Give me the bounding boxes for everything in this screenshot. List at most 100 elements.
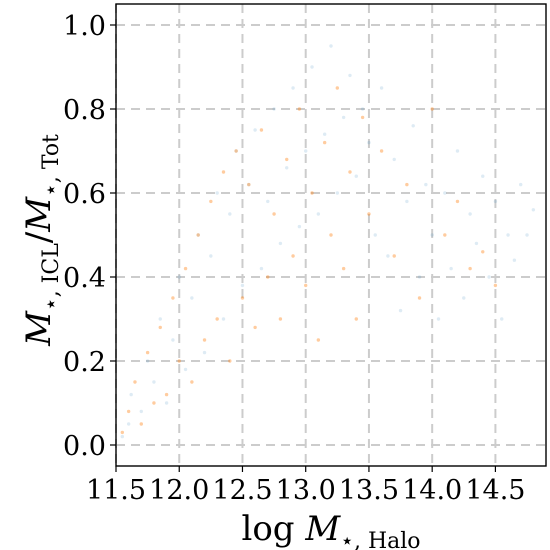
data-point <box>380 86 383 89</box>
data-point <box>298 225 301 228</box>
data-point <box>380 149 383 152</box>
x-tick-label-1: 12.0 <box>149 475 209 506</box>
y-tick-label-4: 0.8 <box>63 95 106 126</box>
y-tick-label-5: 1.0 <box>63 11 106 42</box>
data-point <box>500 317 503 320</box>
data-point <box>266 275 269 278</box>
x-tick-label-3: 13.0 <box>276 475 336 506</box>
data-point <box>342 116 345 119</box>
data-point <box>140 410 143 413</box>
data-point <box>519 183 522 186</box>
y-tick-label-2: 0.4 <box>63 263 106 294</box>
data-point <box>190 296 193 299</box>
data-point <box>285 158 288 161</box>
data-point <box>532 208 535 211</box>
data-point <box>228 212 231 215</box>
data-point <box>506 233 509 236</box>
data-point <box>222 317 225 320</box>
data-point <box>215 317 218 320</box>
data-point <box>336 86 339 89</box>
data-point <box>253 326 256 329</box>
data-point <box>443 233 446 236</box>
data-point <box>291 254 294 257</box>
data-point <box>361 107 364 110</box>
data-point <box>190 380 193 383</box>
data-point <box>146 351 149 354</box>
data-point <box>418 275 421 278</box>
data-point <box>494 284 497 287</box>
data-point <box>323 141 326 144</box>
data-point <box>336 191 339 194</box>
data-point <box>323 133 326 136</box>
data-point <box>165 393 168 396</box>
data-point <box>222 170 225 173</box>
data-point <box>355 175 358 178</box>
data-point <box>291 86 294 89</box>
data-point <box>159 326 162 329</box>
data-point <box>228 359 231 362</box>
data-point <box>310 191 313 194</box>
data-point <box>127 422 130 425</box>
x-tick-label-5: 14.0 <box>402 475 462 506</box>
data-point <box>487 275 490 278</box>
data-point <box>279 242 282 245</box>
data-point <box>456 149 459 152</box>
data-point <box>367 141 370 144</box>
data-point <box>253 128 256 131</box>
data-point <box>393 158 396 161</box>
data-point <box>386 254 389 257</box>
data-point <box>342 267 345 270</box>
data-point <box>184 267 187 270</box>
data-point <box>209 200 212 203</box>
data-point <box>405 200 408 203</box>
data-point <box>285 166 288 169</box>
data-point <box>304 284 307 287</box>
data-point <box>348 170 351 173</box>
data-point <box>456 200 459 203</box>
data-point <box>367 212 370 215</box>
data-point <box>298 107 301 110</box>
data-point <box>171 296 174 299</box>
data-point <box>513 259 516 262</box>
data-point <box>203 351 206 354</box>
y-tick-label-0: 0.0 <box>63 431 106 462</box>
data-point <box>481 250 484 253</box>
data-point <box>329 44 332 47</box>
data-point <box>348 74 351 77</box>
data-point <box>184 368 187 371</box>
data-point <box>260 128 263 131</box>
data-point <box>329 233 332 236</box>
data-point <box>279 317 282 320</box>
data-point <box>241 296 244 299</box>
data-point <box>215 191 218 194</box>
data-point <box>121 431 124 434</box>
data-point <box>129 393 132 396</box>
data-point <box>430 233 433 236</box>
data-point <box>399 309 402 312</box>
data-point <box>525 233 528 236</box>
data-point <box>355 317 358 320</box>
data-point <box>405 183 408 186</box>
data-point <box>462 296 465 299</box>
data-point <box>152 401 155 404</box>
data-point <box>374 233 377 236</box>
data-point <box>203 338 206 341</box>
data-point <box>317 338 320 341</box>
data-point <box>178 359 181 362</box>
data-point <box>481 175 484 178</box>
data-point <box>361 116 364 119</box>
data-point <box>165 401 168 404</box>
data-point <box>159 317 162 320</box>
data-point <box>152 380 155 383</box>
data-point <box>317 212 320 215</box>
x-tick-label-4: 13.5 <box>339 475 399 506</box>
data-point <box>178 275 181 278</box>
data-point <box>475 242 478 245</box>
data-point <box>418 296 421 299</box>
data-point <box>424 183 427 186</box>
data-point <box>272 212 275 215</box>
data-point <box>241 284 244 287</box>
data-point <box>412 124 415 127</box>
data-point <box>304 149 307 152</box>
